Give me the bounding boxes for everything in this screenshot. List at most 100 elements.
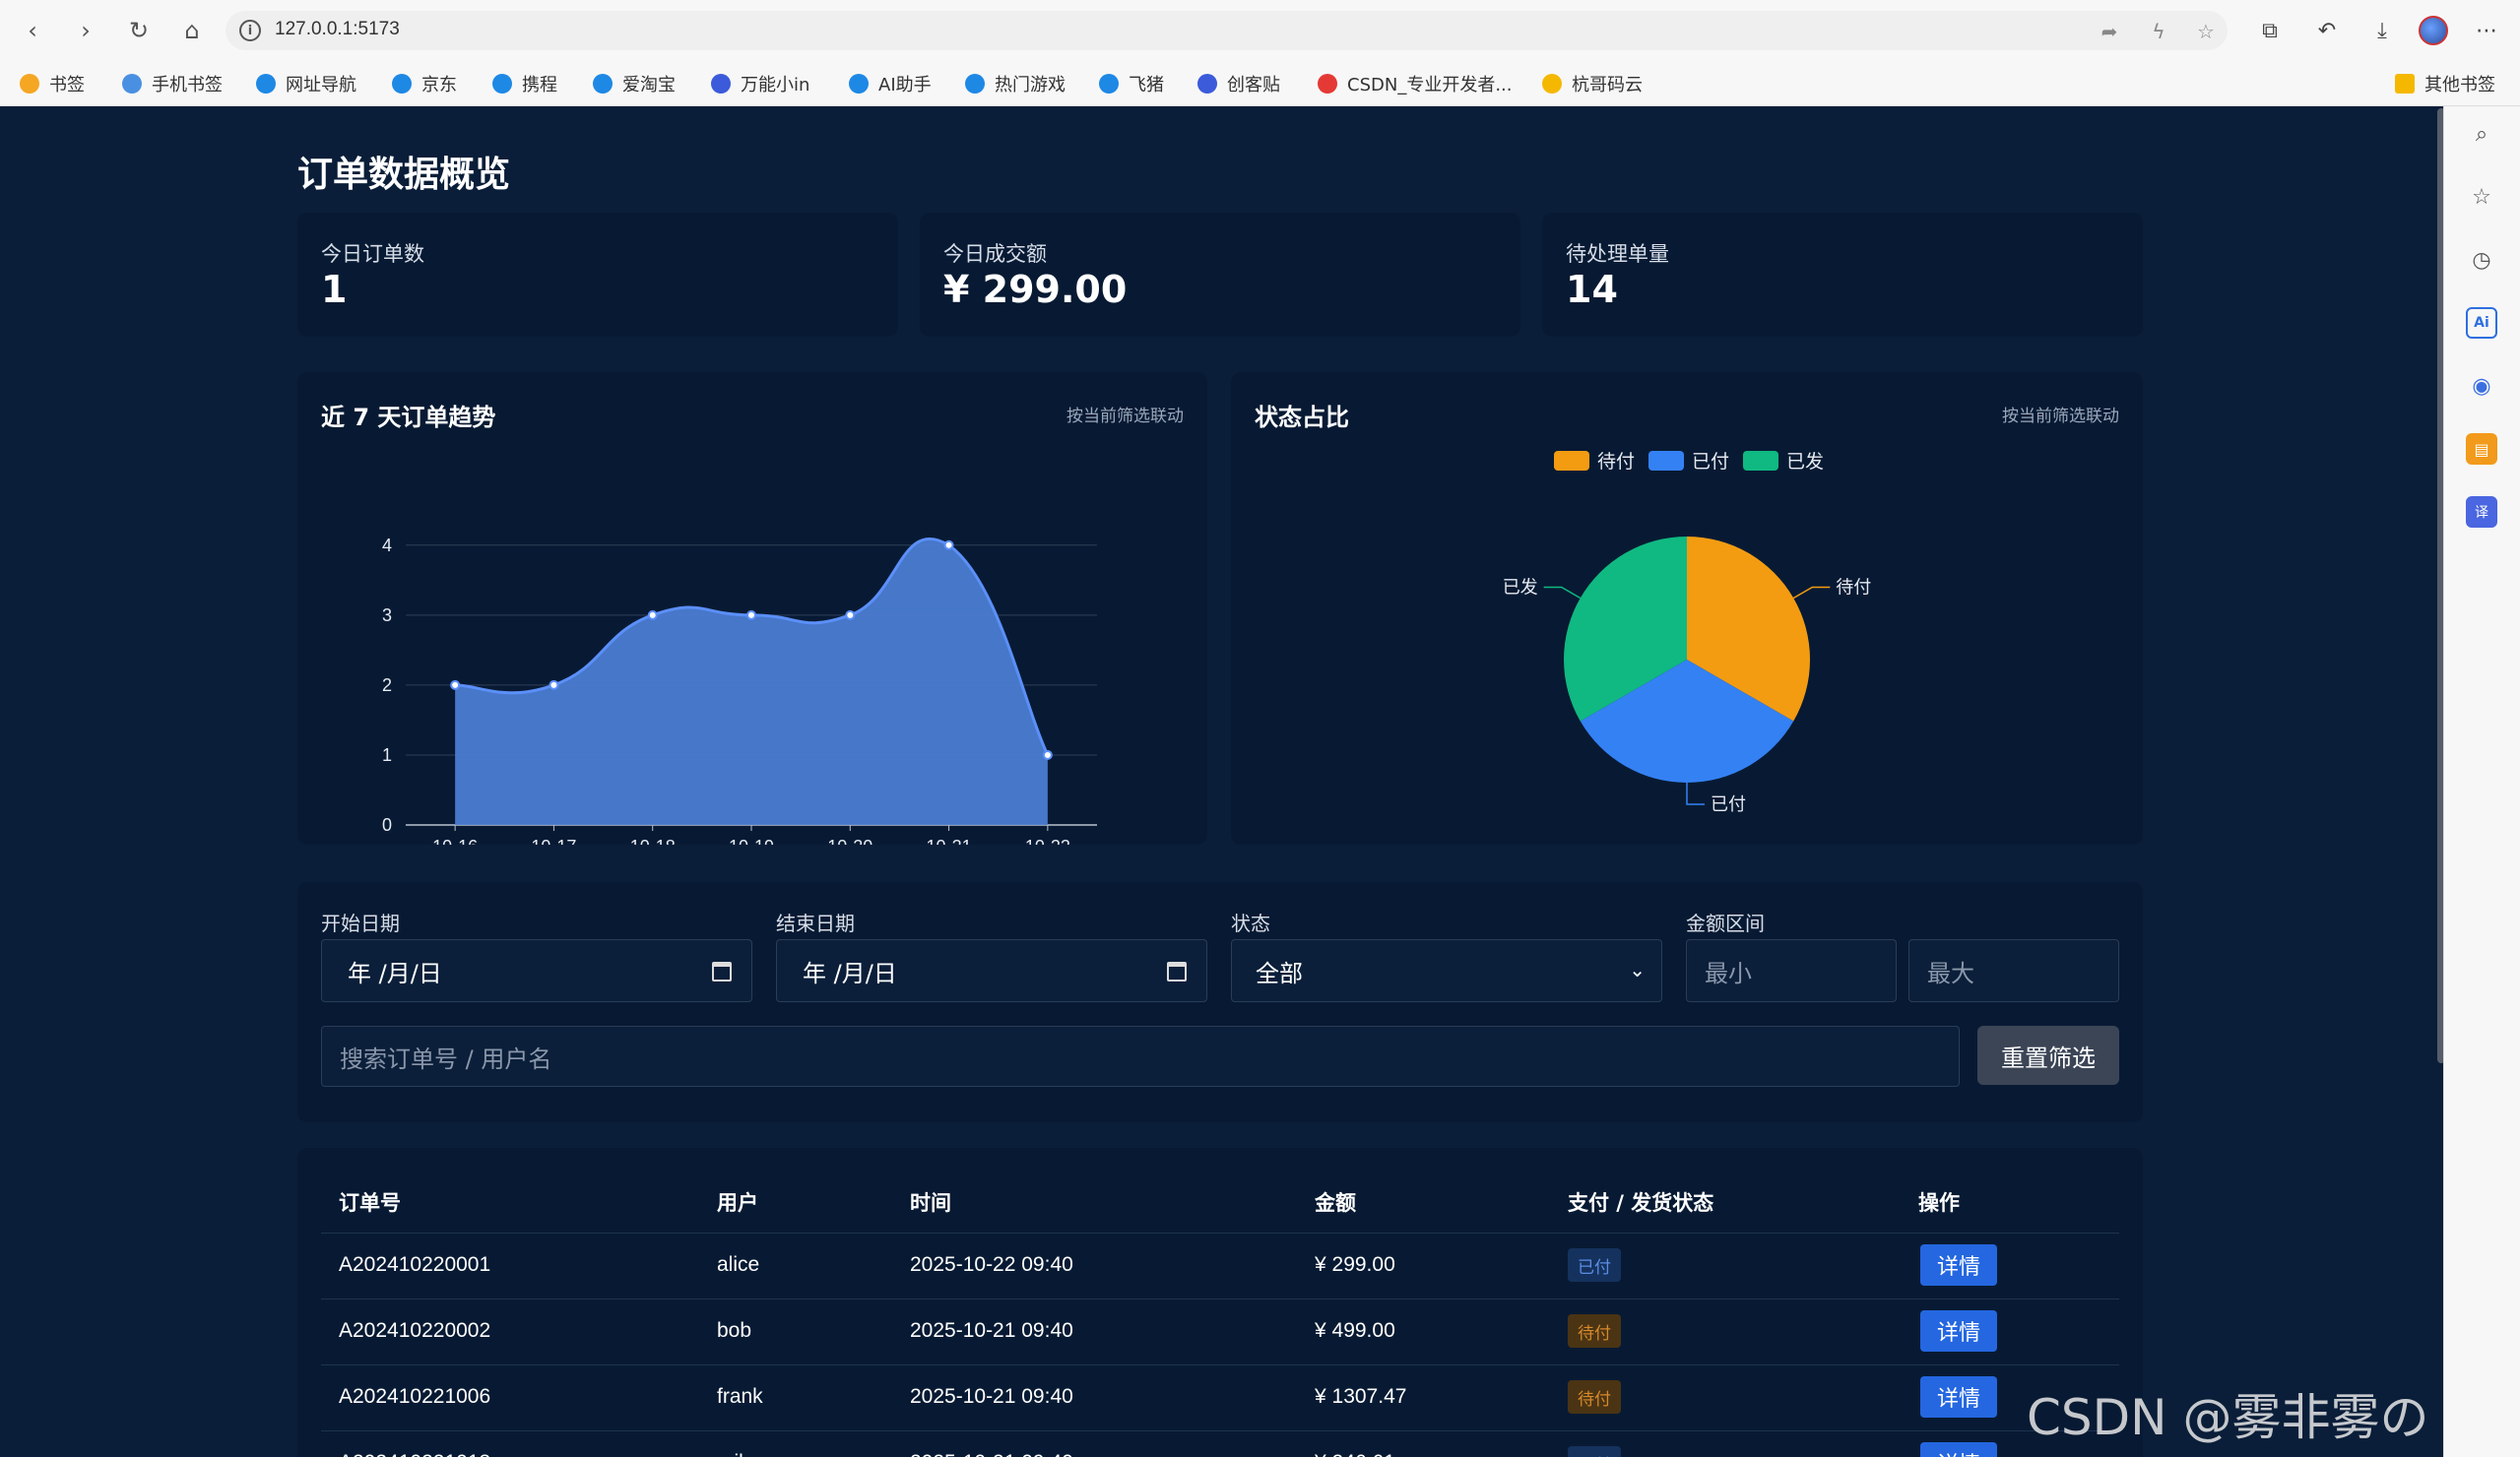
bookmark-item[interactable]: 热门游戏	[965, 71, 1066, 96]
cell-amount: ¥ 1307.47	[1315, 1385, 1407, 1408]
gamepad-icon[interactable]: ◉	[2472, 373, 2491, 399]
page: 订单数据概览 今日订单数 1 今日成交额 ¥ 299.00 待处理单量 14 近…	[0, 106, 2436, 1457]
detail-button[interactable]: 详情	[1920, 1442, 1997, 1457]
pie-leader-line	[1543, 586, 1582, 600]
trend-point	[647, 609, 658, 620]
cell-user: bob	[717, 1319, 752, 1342]
bookmark-label: 爱淘宝	[622, 75, 676, 95]
y-tick-label: 2	[382, 675, 392, 695]
reload-icon[interactable]: ↻	[128, 17, 150, 44]
amount-max-input[interactable]: 最大	[1908, 939, 2119, 1002]
cell-time: 2025-10-22 09:40	[910, 1253, 1073, 1276]
bookmark-icon	[1318, 74, 1337, 94]
page-title: 订单数据概览	[297, 155, 511, 195]
ai-icon[interactable]: Ai	[2466, 307, 2497, 339]
translate-icon[interactable]: 译	[2466, 496, 2497, 528]
start-date-label: 开始日期	[321, 912, 400, 935]
url-text[interactable]: 127.0.0.1:5173	[275, 19, 400, 39]
trend-line	[455, 537, 1050, 756]
reset-filter-button[interactable]: 重置筛选	[1977, 1026, 2119, 1085]
y-tick-label: 4	[382, 536, 392, 555]
bookmark-label: 网址导航	[286, 75, 356, 95]
detail-button[interactable]: 详情	[1920, 1376, 1997, 1418]
filter-panel: 开始日期 年 /月/日 结束日期 年 /月/日 状态 全部 ⌄ 金额区间 最小 …	[297, 882, 2143, 1122]
forward-icon[interactable]: ›	[81, 17, 91, 44]
stat-value: ¥ 299.00	[943, 268, 1128, 311]
page-scrollbar[interactable]	[2437, 108, 2445, 1063]
toolbox-icon[interactable]: ▤	[2466, 433, 2497, 465]
bookmark-label: CSDN_专业开发者...	[1347, 75, 1513, 95]
bookmark-item[interactable]: 手机书签	[122, 71, 223, 96]
bookmark-item[interactable]: 杭哥码云	[1542, 71, 1643, 96]
trend-point	[943, 539, 954, 550]
download-icon[interactable]: ⤓	[2377, 18, 2387, 43]
back-icon[interactable]: ‹	[28, 17, 37, 44]
amount-range-label: 金额区间	[1686, 912, 1765, 935]
bookmark-item[interactable]: 网址导航	[256, 71, 356, 96]
pie-leader-line	[1792, 586, 1831, 600]
calendar-icon[interactable]	[1167, 962, 1187, 982]
bookmark-icon	[492, 74, 512, 94]
bookmark-icon	[1197, 74, 1217, 94]
bookmark-item[interactable]: CSDN_专业开发者...	[1318, 71, 1512, 96]
site-info-icon[interactable]: i	[239, 20, 261, 41]
more-icon[interactable]: ⋯	[2476, 18, 2497, 43]
pie-slice	[1564, 537, 1687, 722]
trend-point	[1042, 749, 1053, 760]
search-icon[interactable]: ⌕	[2475, 121, 2488, 147]
star-icon[interactable]: ☆	[2197, 20, 2215, 43]
end-date-input[interactable]: 年 /月/日	[776, 939, 1207, 1002]
cell-time: 2025-10-21 09:40	[910, 1385, 1073, 1408]
cell-time: 2025-10-21 09:40	[910, 1319, 1073, 1342]
bookmark-item[interactable]: 创客贴	[1197, 71, 1280, 96]
address-bar[interactable]: i 127.0.0.1:5173 ➦ ϟ ☆	[226, 11, 2228, 50]
bookmark-label: 热门游戏	[995, 75, 1066, 95]
detail-button[interactable]: 详情	[1920, 1310, 1997, 1352]
cell-time: 2025-10-21 09:40	[910, 1451, 1073, 1457]
profile-avatar[interactable]	[2419, 16, 2448, 45]
extensions-icon[interactable]: ⧉	[2262, 18, 2278, 43]
trend-point	[746, 609, 756, 620]
history-icon[interactable]: ◷	[2472, 247, 2491, 273]
col-header-time: 时间	[910, 1191, 951, 1215]
undo-icon[interactable]: ↶	[2317, 18, 2337, 43]
star-icon[interactable]: ☆	[2472, 184, 2491, 210]
bookmark-item[interactable]: 万能小in	[711, 71, 809, 96]
browser-sidebar: ⌕ ☆ ◷ Ai ◉ ▤ 译	[2443, 106, 2520, 1457]
bookmark-item[interactable]: 京东	[392, 71, 457, 96]
end-date-value: 年 /月/日	[803, 959, 897, 987]
detail-button[interactable]: 详情	[1920, 1244, 1997, 1286]
other-bookmarks[interactable]: 其他书签	[2395, 71, 2495, 96]
bookmark-item[interactable]: 携程	[492, 71, 557, 96]
lightning-icon[interactable]: ϟ	[2152, 20, 2165, 43]
bookmark-item[interactable]: 爱淘宝	[593, 71, 676, 96]
cell-id: A202410220002	[339, 1319, 491, 1342]
y-tick-label: 3	[382, 605, 392, 625]
amount-min-input[interactable]: 最小	[1686, 939, 1897, 1002]
status-select[interactable]: 全部 ⌄	[1231, 939, 1662, 1002]
x-tick-label: 10-18	[630, 837, 676, 845]
x-tick-label: 10-21	[927, 837, 972, 845]
bookmark-label: 京东	[421, 75, 457, 95]
panel-title: 近 7 天订单趋势	[321, 404, 496, 431]
bookmark-label: 杭哥码云	[1572, 75, 1643, 95]
home-icon[interactable]: ⌂	[184, 17, 200, 44]
bookmark-item[interactable]: 飞猪	[1099, 71, 1164, 96]
pie-slice-label: 已发	[1503, 578, 1538, 599]
stat-card-revenue: 今日成交额 ¥ 299.00	[920, 213, 1520, 337]
bookmark-label: 携程	[522, 75, 557, 95]
bookmark-item[interactable]: 书签	[20, 71, 85, 96]
bookmark-icon	[20, 74, 39, 94]
calendar-icon[interactable]	[712, 962, 732, 982]
bookmark-label: AI助手	[878, 75, 932, 95]
share-icon[interactable]: ➦	[2100, 20, 2118, 43]
stat-label: 今日成交额	[943, 242, 1047, 266]
start-date-input[interactable]: 年 /月/日	[321, 939, 752, 1002]
search-input[interactable]: 搜索订单号 / 用户名	[321, 1026, 1960, 1087]
cell-amount: ¥ 246.61	[1315, 1451, 1395, 1457]
trend-point	[845, 609, 856, 620]
bookmark-item[interactable]: AI助手	[849, 71, 932, 96]
x-tick-label: 10-22	[1025, 837, 1070, 845]
col-header-amount: 金额	[1315, 1191, 1356, 1215]
other-bookmarks-label: 其他书签	[2424, 75, 2495, 95]
